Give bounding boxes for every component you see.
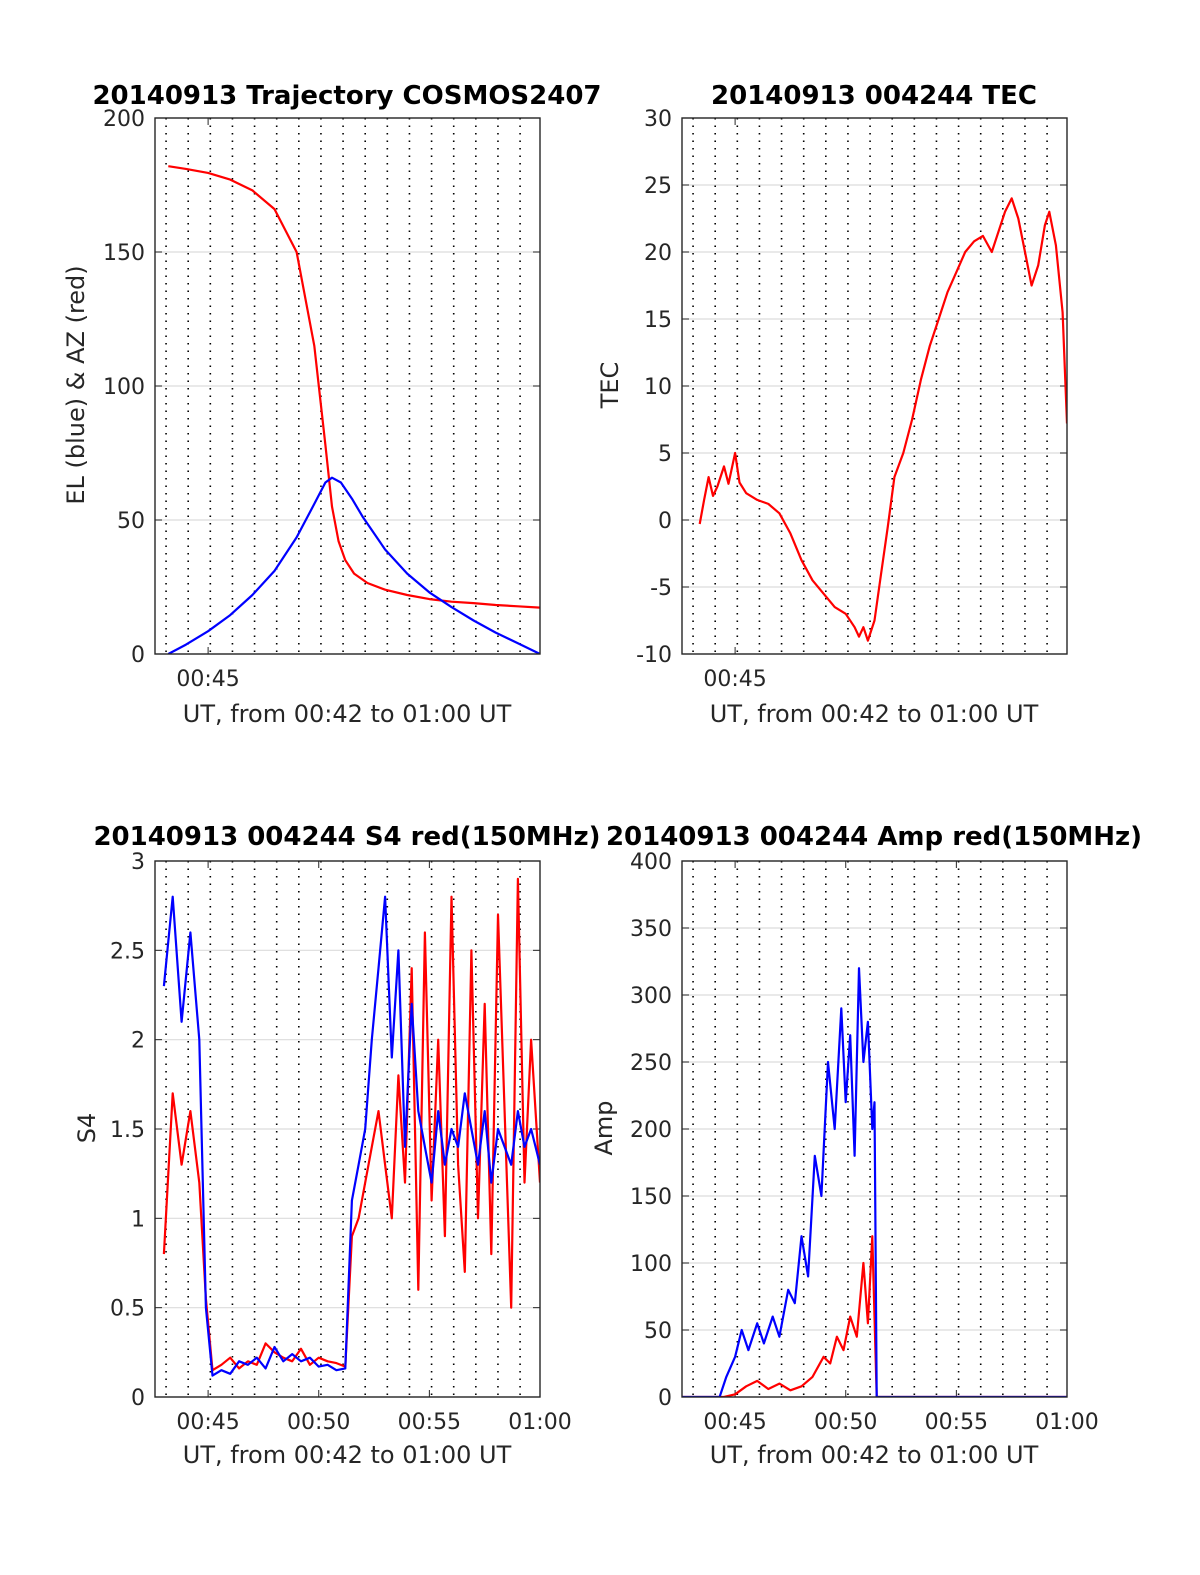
trajectory-plot-area: 0 50 100 150 200 00:45: [103, 107, 541, 692]
s4-ytick-label: 3: [131, 850, 145, 875]
amp-ytick-label: 300: [630, 984, 672, 1009]
s4-ytick-label: 1: [131, 1207, 145, 1232]
trajectory-series-line-1: [168, 165, 540, 609]
tec-ytick-label: -5: [650, 576, 672, 601]
trajectory-ylabel: EL (blue) & AZ (red): [62, 265, 90, 504]
tec-ytick-label: 15: [644, 308, 672, 333]
tec-title: 20140913 004244 TEC: [711, 81, 1037, 111]
tec-ytick-label: 25: [644, 174, 672, 199]
trajectory-series-group: [167, 165, 540, 654]
tec-ytick-label: -10: [636, 643, 672, 668]
amp-xtick-label: 00:50: [814, 1410, 877, 1435]
panel-s4: 20140913 004244 S4 red(150MHz) UT, from …: [73, 822, 601, 1469]
s4-xtick-label: 00:50: [287, 1410, 350, 1435]
s4-ytick-label: 1.5: [110, 1118, 145, 1143]
trajectory-ytick-label: 100: [103, 375, 145, 400]
trajectory-ytick-label: 0: [131, 643, 145, 668]
amp-ytick-label: 400: [630, 850, 672, 875]
amp-ytick-label: 50: [644, 1319, 672, 1344]
tec-series-group: [698, 197, 1067, 642]
trajectory-axes-box: [154, 117, 541, 655]
tec-ytick-label: 30: [644, 107, 672, 132]
amp-ytick-label: 150: [630, 1185, 672, 1210]
amp-plot-area: 0 50 100 150 200 250 300 350 400 00:45 00:50 00:55 0…: [630, 850, 1099, 1435]
amp-ylabel: Amp: [590, 1100, 618, 1155]
s4-ytick-label: 2: [131, 1029, 145, 1054]
s4-plot-area: 0 0.5 1 1.5 2 2.5 3 00:45 00:50 00:55 01:00: [110, 850, 572, 1435]
trajectory-ytick-label: 50: [117, 509, 145, 534]
amp-xtick-label: 00:55: [925, 1410, 988, 1435]
tec-ytick-label: 0: [658, 509, 672, 534]
s4-axes-box: [154, 860, 541, 1398]
tec-series-line-1: [698, 197, 1067, 642]
amp-xtick-label: 01:00: [1035, 1410, 1098, 1435]
tec-axes-box: [681, 117, 1068, 655]
s4-ytick-label: 0.5: [110, 1297, 145, 1322]
s4-ylabel: S4: [73, 1113, 101, 1144]
trajectory-series-line-2: [167, 476, 540, 654]
s4-xtick-label: 01:00: [508, 1410, 571, 1435]
panel-amp: 20140913 004244 Amp red(150MHz) UT, from…: [590, 822, 1142, 1469]
amp-series-group: [682, 967, 1067, 1397]
tec-plot-area: -10 -5 0 5 10 15 20 25 30 00:45: [636, 107, 1068, 692]
amp-xlabel: UT, from 00:42 to 01:00 UT: [710, 1441, 1039, 1469]
tec-ytick-label: 20: [644, 241, 672, 266]
tec-ytick-label: 10: [644, 375, 672, 400]
amp-series-line-2: [682, 967, 1067, 1397]
amp-series-line-1: [682, 1235, 1067, 1397]
s4-title: 20140913 004244 S4 red(150MHz): [93, 822, 600, 852]
tec-xlabel: UT, from 00:42 to 01:00 UT: [710, 700, 1039, 728]
amp-ytick-label: 200: [630, 1118, 672, 1143]
tec-ylabel: TEC: [596, 362, 624, 410]
s4-xlabel: UT, from 00:42 to 01:00 UT: [183, 1441, 512, 1469]
trajectory-title: 20140913 Trajectory COSMOS2407: [92, 81, 601, 111]
tec-ytick-label: 5: [658, 442, 672, 467]
amp-ytick-label: 100: [630, 1252, 672, 1277]
panel-trajectory: 20140913 Trajectory COSMOS2407 UT, from …: [62, 81, 602, 728]
s4-series-line-1: [162, 877, 540, 1372]
amp-ytick-label: 0: [658, 1386, 672, 1411]
amp-xtick-label: 00:45: [703, 1410, 766, 1435]
s4-series-line-2: [162, 895, 540, 1377]
s4-series-group: [162, 877, 540, 1377]
trajectory-ytick-label: 150: [103, 241, 145, 266]
s4-ytick-label: 2.5: [110, 939, 145, 964]
amp-title: 20140913 004244 Amp red(150MHz): [606, 822, 1142, 852]
s4-xtick-label: 00:55: [398, 1410, 461, 1435]
trajectory-xlabel: UT, from 00:42 to 01:00 UT: [183, 700, 512, 728]
s4-xtick-label: 00:45: [176, 1410, 239, 1435]
trajectory-xtick-label: 00:45: [176, 667, 239, 692]
s4-ytick-label: 0: [131, 1386, 145, 1411]
amp-ytick-label: 350: [630, 917, 672, 942]
amp-axes-box: [681, 860, 1068, 1398]
trajectory-ytick-label: 200: [103, 107, 145, 132]
tec-xtick-label: 00:45: [703, 667, 766, 692]
panel-tec: 20140913 004244 TEC UT, from 00:42 to 01…: [596, 81, 1068, 728]
amp-ytick-label: 250: [630, 1051, 672, 1076]
